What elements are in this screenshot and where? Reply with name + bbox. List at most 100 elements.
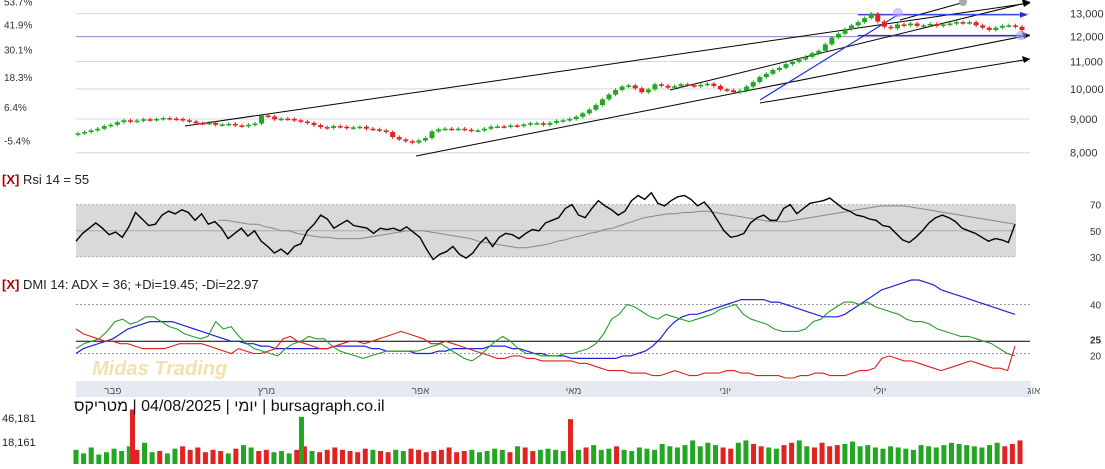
- candle-body: [226, 123, 232, 126]
- candle-body: [593, 105, 599, 110]
- x-tick-label: יוני: [719, 386, 731, 397]
- volume-bar: [180, 446, 186, 464]
- candle-body: [803, 56, 809, 60]
- candle-body: [547, 122, 553, 125]
- candle-body: [698, 84, 704, 87]
- volume-bar: [103, 452, 109, 464]
- candle-body: [934, 23, 940, 26]
- candle-body: [862, 18, 868, 23]
- candle-body: [940, 24, 946, 26]
- volume-bar: [279, 451, 285, 464]
- volume-bar: [431, 451, 437, 464]
- volume-bar: [484, 451, 490, 464]
- volume-bar: [834, 445, 840, 464]
- volume-bar: [941, 445, 947, 464]
- dmi-tick: 25: [1090, 335, 1102, 346]
- volume-bar: [142, 442, 148, 464]
- candle-body: [835, 33, 841, 38]
- volume-bar: [233, 448, 239, 464]
- candle-body: [894, 24, 900, 29]
- volume-bar: [256, 451, 262, 464]
- volume-bar: [895, 447, 901, 464]
- candle-body: [737, 90, 743, 93]
- volume-bar: [195, 447, 201, 464]
- rsi-tick: 70: [1090, 201, 1102, 212]
- channel-handle: [893, 7, 903, 18]
- candle-body: [318, 125, 324, 128]
- volume-bar: [987, 445, 993, 464]
- volume-bar: [438, 449, 444, 464]
- volume-bar: [880, 448, 886, 464]
- volume-bar: [697, 446, 703, 464]
- candle-body: [573, 116, 579, 120]
- candle-body: [586, 109, 592, 114]
- volume-bar: [872, 447, 878, 464]
- candle-body: [82, 132, 88, 134]
- candle-body: [514, 125, 520, 127]
- price-tick-right: 13,000: [1070, 9, 1104, 21]
- price-tick-left: -5.4%: [4, 137, 30, 148]
- candle-body: [304, 121, 310, 124]
- channel-handle: [1016, 30, 1026, 41]
- dmi-close-button[interactable]: [X]: [2, 277, 20, 292]
- volume-bar: [172, 448, 178, 464]
- trendline: [759, 58, 1031, 104]
- candle-body: [114, 122, 120, 125]
- volume-label-high: 46,181: [2, 413, 36, 425]
- volume-bar: [1017, 440, 1023, 464]
- candle-body: [219, 124, 225, 126]
- candle-body: [495, 126, 501, 128]
- candle-body: [993, 27, 999, 31]
- candle-body: [468, 129, 474, 132]
- candle-body: [285, 118, 291, 121]
- candle-body: [849, 25, 855, 30]
- volume-bar: [355, 452, 361, 464]
- volume-bar: [659, 443, 665, 464]
- candle-body: [75, 133, 81, 135]
- plus-di-line: [75, 301, 1016, 362]
- candle-body: [953, 22, 959, 24]
- volume-bar: [804, 446, 810, 464]
- volume-bar-peak: [299, 416, 304, 464]
- volume-bar: [423, 452, 429, 464]
- candle-body: [717, 85, 723, 90]
- candle-body: [921, 25, 927, 27]
- candle-body: [632, 85, 638, 89]
- volume-bar: [157, 451, 163, 464]
- volume-bar-peak: [568, 419, 573, 464]
- volume-bar: [492, 448, 498, 464]
- price-tick-right: 12,000: [1070, 32, 1104, 44]
- candle-body: [239, 125, 245, 127]
- candle-body: [383, 130, 389, 133]
- minus-di-line: [75, 328, 1016, 379]
- volume-bar: [126, 446, 132, 464]
- volume-bar: [522, 447, 528, 464]
- volume-bar: [1002, 446, 1008, 464]
- volume-bar: [309, 451, 315, 464]
- chart-caption: יומי | 04/08/2025 | מטריקס | bursagraph.…: [74, 398, 385, 415]
- candle-body: [278, 118, 284, 121]
- volume-bar: [575, 449, 581, 464]
- candle-body: [331, 126, 337, 129]
- candle-body: [436, 129, 442, 132]
- candle-body: [350, 127, 356, 129]
- volume-bar: [202, 452, 208, 464]
- rsi-close-button[interactable]: [X]: [2, 172, 20, 187]
- candle-body: [960, 22, 966, 24]
- volume-bar: [187, 449, 193, 464]
- candle-body: [560, 120, 566, 122]
- candle-body: [108, 124, 114, 127]
- dmi-panel-header: [X] DMI 14: ADX = 36; +Di=19.45; -Di=22.…: [2, 277, 259, 292]
- candle-body: [265, 115, 271, 118]
- candle-body: [691, 85, 697, 87]
- candle-body: [744, 86, 750, 91]
- volume-bar: [81, 453, 87, 464]
- volume-bar: [393, 449, 399, 464]
- candle-body: [534, 123, 540, 125]
- trendline-handle: [959, 0, 967, 6]
- candle-body: [947, 23, 953, 26]
- volume-bar: [690, 440, 696, 464]
- volume-bar: [248, 447, 254, 464]
- volume-bar: [263, 449, 269, 464]
- candle-body: [429, 131, 435, 139]
